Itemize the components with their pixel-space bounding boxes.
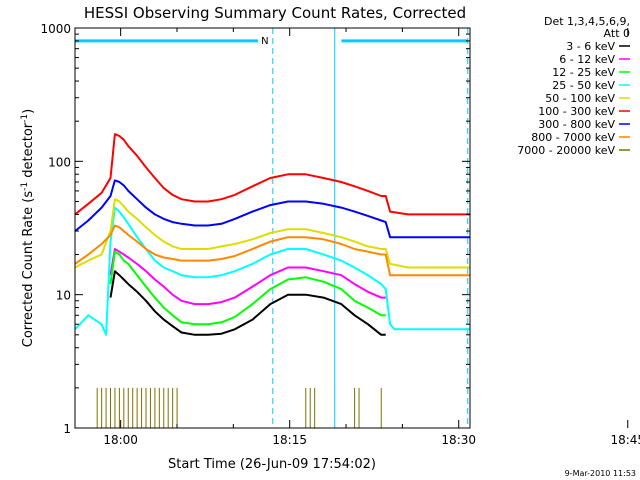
series-line: [109, 250, 386, 326]
high-energy-spikes: [96, 387, 382, 428]
x-tick-label: 18:15: [272, 433, 307, 447]
legend-title-2: Att 0: [604, 27, 630, 40]
series-line: [74, 133, 470, 216]
y-axis-label-exp2: -1: [20, 114, 30, 123]
y-tick-label: 1000: [40, 22, 71, 36]
y-tick-label: 100: [48, 155, 71, 169]
y-axis-label-exp1: -1: [20, 182, 30, 191]
legend-entry-label: 100 - 300 keV: [538, 105, 615, 118]
y-axis-label: Corrected Count Rate (s-1 detector-1): [20, 109, 36, 347]
generation-timestamp: 9-Mar-2010 11:53: [565, 469, 636, 478]
chart-title: HESSI Observing Summary Count Rates, Cor…: [84, 4, 466, 22]
y-axis-label-end: ): [21, 109, 36, 114]
legend-title-1: Det 1,3,4,5,6,9,: [544, 15, 630, 28]
legend-entry-label: 6 - 12 keV: [559, 53, 615, 66]
attenuator-flags: [74, 28, 469, 428]
x-tick-label: 18:30: [441, 433, 476, 447]
plot-frame: [74, 27, 471, 429]
y-axis-label-mid: detector: [21, 122, 36, 182]
flag-label-n: N: [261, 36, 268, 47]
series-line: [74, 224, 470, 277]
series-line: [109, 270, 386, 336]
series-lines: [74, 133, 470, 336]
legend-entry-label: 25 - 50 keV: [552, 79, 615, 92]
y-axis: 1 10 100 1000: [40, 22, 470, 436]
x-tick-label: 18:00: [103, 433, 138, 447]
legend-entry-label: 3 - 6 keV: [566, 40, 615, 53]
x-tick-label: 18:45: [610, 433, 640, 447]
y-axis-label-main: Corrected Count Rate (s: [21, 191, 36, 348]
series-line: [74, 198, 470, 269]
legend-entry-label: 300 - 800 keV: [538, 118, 615, 131]
series-line: [109, 248, 386, 306]
x-axis-label: Start Time (26-Jun-09 17:54:02): [168, 457, 376, 472]
y-tick-label: 1: [63, 422, 71, 436]
series-line: [74, 179, 470, 239]
series-line: [74, 206, 470, 336]
legend-entry-label: 12 - 25 keV: [552, 66, 615, 79]
legend-entry-label: 50 - 100 keV: [545, 92, 615, 105]
legend-entry-label: 7000 - 20000 keV: [517, 144, 615, 157]
y-tick-label: 10: [56, 289, 71, 303]
legend-entry-label: 800 - 7000 keV: [531, 131, 615, 144]
